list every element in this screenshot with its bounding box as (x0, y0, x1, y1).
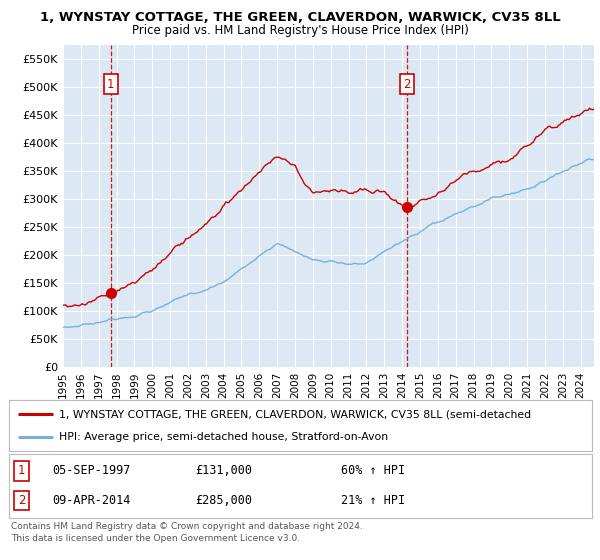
Text: £131,000: £131,000 (196, 464, 253, 478)
Text: 21% ↑ HPI: 21% ↑ HPI (341, 494, 406, 507)
Text: 1, WYNSTAY COTTAGE, THE GREEN, CLAVERDON, WARWICK, CV35 8LL (semi-detached: 1, WYNSTAY COTTAGE, THE GREEN, CLAVERDON… (59, 409, 530, 419)
Text: 09-APR-2014: 09-APR-2014 (53, 494, 131, 507)
Text: £285,000: £285,000 (196, 494, 253, 507)
Text: HPI: Average price, semi-detached house, Stratford-on-Avon: HPI: Average price, semi-detached house,… (59, 432, 388, 442)
Text: 05-SEP-1997: 05-SEP-1997 (53, 464, 131, 478)
Text: 60% ↑ HPI: 60% ↑ HPI (341, 464, 406, 478)
Text: 2: 2 (403, 77, 410, 91)
Text: 1: 1 (18, 464, 25, 478)
Text: Contains HM Land Registry data © Crown copyright and database right 2024.
This d: Contains HM Land Registry data © Crown c… (11, 522, 362, 543)
Text: Price paid vs. HM Land Registry's House Price Index (HPI): Price paid vs. HM Land Registry's House … (131, 24, 469, 37)
Text: 2: 2 (18, 494, 25, 507)
Text: 1: 1 (107, 77, 115, 91)
Text: 1, WYNSTAY COTTAGE, THE GREEN, CLAVERDON, WARWICK, CV35 8LL: 1, WYNSTAY COTTAGE, THE GREEN, CLAVERDON… (40, 11, 560, 24)
